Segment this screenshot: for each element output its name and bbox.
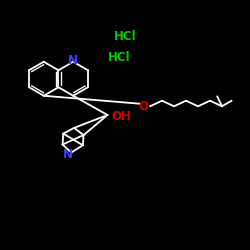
Text: HCl: HCl (114, 30, 136, 43)
Text: O: O (139, 100, 149, 113)
Text: OH: OH (111, 110, 131, 123)
Text: HCl: HCl (108, 51, 130, 64)
Text: N: N (62, 148, 72, 162)
Text: N: N (68, 54, 78, 67)
